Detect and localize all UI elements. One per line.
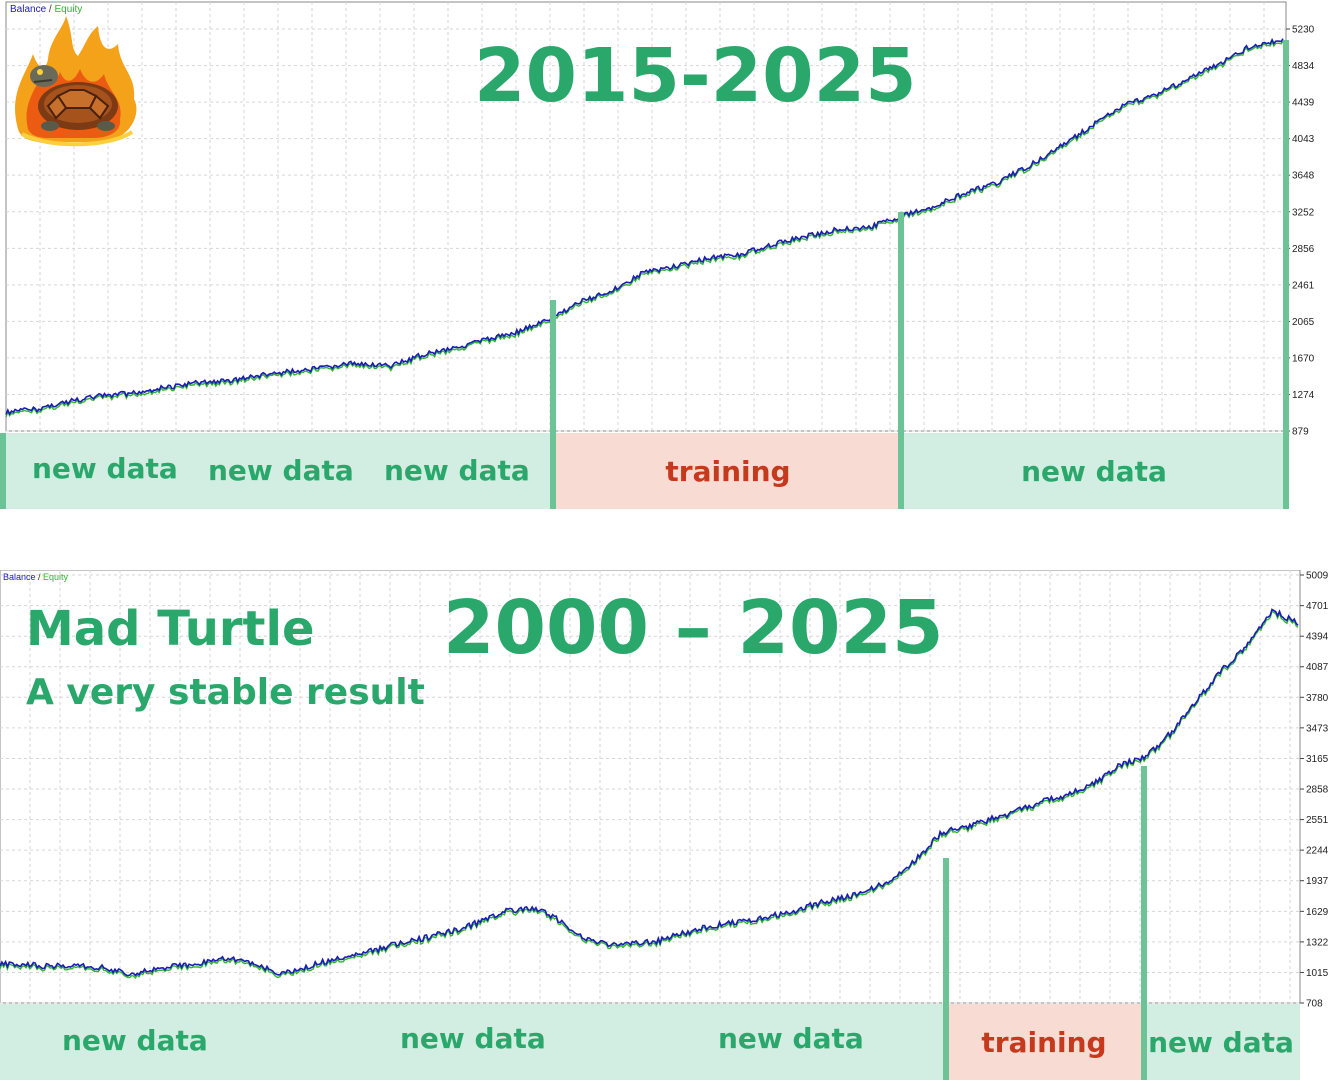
bottom-band-label-3: new data xyxy=(718,1022,864,1055)
bottom-ytick-label: 4394 xyxy=(1306,632,1329,643)
bottom-legend: Balance / Equity xyxy=(3,572,68,582)
bottom-ytick-label: 3165 xyxy=(1306,754,1329,765)
bottom-ytick-label: 2244 xyxy=(1306,846,1329,857)
bottom-balance-line xyxy=(0,608,1299,977)
bottom-ytick-label: 3473 xyxy=(1306,723,1329,734)
bottom-tagline: A very stable result xyxy=(26,672,425,713)
bottom-band-label-1: new data xyxy=(62,1024,208,1057)
top-ytick-label: 3648 xyxy=(1292,171,1315,182)
bottom-chart: 5009 4701 4394 4087 3780 3473 3165 2858 2551 2244… xyxy=(0,570,1329,1010)
top-chart-panel: 5230 4834 4439 4043 3648 3252 2856 2461 2065 1670… xyxy=(0,0,1333,510)
top-ytick-label: 2856 xyxy=(1292,244,1315,255)
bottom-band-new-data-left xyxy=(0,1004,946,1080)
top-divider-1 xyxy=(0,433,6,509)
bottom-period-title: 2000 – 2025 xyxy=(443,585,944,671)
bottom-band-label-5: new data xyxy=(1148,1025,1294,1059)
top-ytick-label: 879 xyxy=(1292,427,1309,438)
top-divider-2 xyxy=(550,300,556,509)
top-band-new-data-left xyxy=(0,433,554,509)
bottom-legend-separator: / xyxy=(35,572,44,582)
bottom-ytick-label: 4087 xyxy=(1306,662,1329,673)
bottom-band-label-2: new data xyxy=(400,1022,546,1055)
top-band-label-1: new data xyxy=(32,452,178,485)
bottom-chart-panel: 5009 4701 4394 4087 3780 3473 3165 2858 2551 2244… xyxy=(0,570,1333,1080)
bottom-ytick-label: 3780 xyxy=(1306,693,1329,704)
bottom-band-training: training xyxy=(946,1004,1142,1080)
bottom-ytick-label: 708 xyxy=(1306,999,1323,1010)
top-ytick-label: 4043 xyxy=(1292,134,1315,145)
bottom-ytick-label: 1322 xyxy=(1306,937,1329,948)
bottom-ytick-label: 1629 xyxy=(1306,907,1329,918)
top-legend-equity: Equity xyxy=(54,4,83,15)
top-ytick-label: 1670 xyxy=(1292,353,1315,364)
top-band-label-2: new data xyxy=(208,454,354,487)
bottom-legend-balance: Balance xyxy=(3,572,36,582)
top-divider-4 xyxy=(1283,40,1289,509)
bottom-band-label-4: training xyxy=(981,1025,1107,1059)
top-band-new-data-right: new data xyxy=(902,433,1286,509)
top-ytick-label: 4834 xyxy=(1292,61,1315,72)
top-ytick-label: 1274 xyxy=(1292,390,1315,401)
top-ytick-label: 5230 xyxy=(1292,25,1315,36)
top-divider-3 xyxy=(898,212,904,509)
top-equity-line xyxy=(5,40,1284,418)
top-ytick-label: 2065 xyxy=(1292,317,1315,328)
bottom-ytick-label: 4701 xyxy=(1306,601,1329,612)
bottom-ytick-label: 1015 xyxy=(1306,968,1329,979)
bottom-divider-2 xyxy=(1141,766,1147,1080)
top-ytick-label: 3252 xyxy=(1292,207,1315,218)
top-ytick-label: 2461 xyxy=(1292,280,1315,291)
top-band-label-5: new data xyxy=(1021,454,1167,488)
bottom-ytick-label: 5009 xyxy=(1306,571,1329,582)
top-balance-line xyxy=(5,37,1284,416)
top-ytick-label: 4439 xyxy=(1292,98,1315,109)
bottom-legend-equity: Equity xyxy=(43,572,69,582)
bottom-ytick-label: 2551 xyxy=(1306,815,1329,826)
bottom-product-name: Mad Turtle xyxy=(26,601,315,657)
top-band-label-4: training xyxy=(665,454,791,488)
top-legend-balance: Balance xyxy=(10,4,47,15)
bottom-divider-1 xyxy=(943,858,949,1080)
bottom-equity-line xyxy=(0,610,1299,979)
top-legend: Balance / Equity xyxy=(10,4,82,15)
top-band-training: training xyxy=(554,433,902,509)
top-band-label-3: new data xyxy=(384,454,530,487)
bottom-ytick-label: 1937 xyxy=(1306,876,1329,887)
top-legend-separator: / xyxy=(46,4,55,15)
fire-turtle-logo xyxy=(15,16,137,147)
top-period-title: 2015-2025 xyxy=(474,33,917,119)
bottom-band-new-data-right: new data xyxy=(1142,1004,1300,1080)
bottom-ytick-label: 2858 xyxy=(1306,785,1329,796)
